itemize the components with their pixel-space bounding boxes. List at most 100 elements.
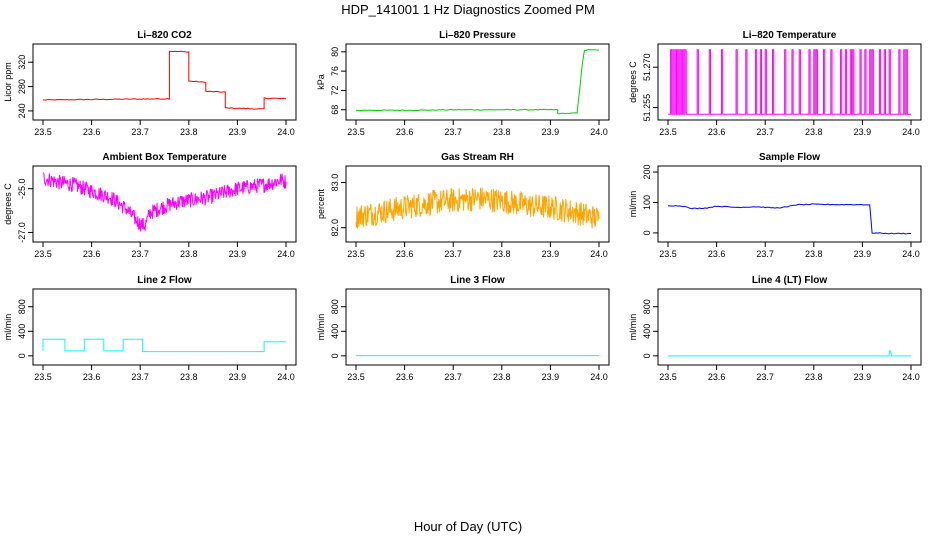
figure-x-axis-label: Hour of Day (UTC) <box>414 519 522 534</box>
x-tick-label: 24.0 <box>902 372 920 382</box>
figure-title: HDP_141001 1 Hz Diagnostics Zoomed PM <box>341 2 595 17</box>
panel-title: Gas Stream RH <box>441 152 514 163</box>
x-tick-label: 23.7 <box>756 249 774 259</box>
x-tick-label: 24.0 <box>277 372 295 382</box>
panel-grid: Li–820 CO2 23.5 23.6 23.7 23.8 23.9 24.0 240 280… <box>3 30 922 382</box>
x-tick-label: 23.6 <box>396 249 414 259</box>
x-tick-label: 23.6 <box>396 372 414 382</box>
y-axis-label: ml/min <box>628 191 638 218</box>
x-tick-label: 23.8 <box>493 249 511 259</box>
series-line <box>668 49 911 115</box>
y-tick-label: 800 <box>642 299 652 314</box>
x-tick-label: 23.6 <box>396 127 414 137</box>
x-tick-label: 23.7 <box>131 249 149 259</box>
plot-frame <box>32 165 297 243</box>
y-tick-label: 240 <box>17 103 27 118</box>
x-tick-label: 23.5 <box>347 127 365 137</box>
x-tick-label: 23.6 <box>83 249 101 259</box>
series-line <box>42 338 286 353</box>
y-tick-label: -27.0 <box>17 222 27 243</box>
chart-panel-6: Sample Flow 23.5 23.6 23.7 23.8 23.9 24.0 0 100 2… <box>628 152 922 259</box>
x-tick-label: 23.7 <box>131 127 149 137</box>
x-tick-label: 24.0 <box>277 127 295 137</box>
y-axis-label: degrees C <box>3 183 13 225</box>
plot-frame <box>32 43 297 121</box>
x-tick-label: 23.7 <box>756 372 774 382</box>
y-tick-label: 400 <box>17 324 27 339</box>
panel-title: Ambient Box Temperature <box>102 152 227 163</box>
plot-frame <box>345 165 610 243</box>
x-tick-label: 23.7 <box>444 372 462 382</box>
y-tick-label: 68 <box>330 105 340 115</box>
y-tick-label: 51.270 <box>642 53 652 81</box>
chart-panel-3: Li–820 Temperature 23.5 23.6 23.7 23.8 23.9 24… <box>628 30 922 137</box>
x-tick-label: 23.8 <box>493 127 511 137</box>
x-tick-label: 23.7 <box>444 127 462 137</box>
x-tick-label: 24.0 <box>590 249 608 259</box>
x-tick-label: 23.8 <box>805 372 823 382</box>
x-tick-label: 23.9 <box>542 249 560 259</box>
chart-panel-2: Li–820 Pressure 23.5 23.6 23.7 23.8 23.9 24.0 6… <box>316 30 610 137</box>
x-tick-label: 23.9 <box>542 127 560 137</box>
x-tick-label: 23.5 <box>347 249 365 259</box>
x-tick-label: 23.5 <box>347 372 365 382</box>
x-tick-label: 23.9 <box>229 127 247 137</box>
x-tick-label: 23.8 <box>180 249 198 259</box>
x-tick-label: 23.8 <box>493 372 511 382</box>
panel-title: Li–820 CO2 <box>137 30 192 41</box>
panel-title: Line 3 Flow <box>450 275 505 286</box>
x-tick-label: 23.9 <box>854 249 872 259</box>
x-tick-label: 23.5 <box>659 127 677 137</box>
series-line <box>42 172 287 232</box>
y-tick-label: 80 <box>330 47 340 57</box>
y-tick-label: 800 <box>17 299 27 314</box>
panel-title: Li–820 Pressure <box>439 30 516 41</box>
y-tick-label: 0 <box>17 353 27 358</box>
y-tick-label: 0 <box>330 353 340 358</box>
plot-frame <box>657 288 922 366</box>
panel-title: Line 4 (LT) Flow <box>752 275 828 286</box>
x-tick-label: 23.6 <box>83 127 101 137</box>
series-line <box>667 203 912 235</box>
x-tick-label: 23.6 <box>83 372 101 382</box>
plot-frame <box>657 43 922 121</box>
y-axis-label: ml/min <box>3 314 13 341</box>
y-tick-label: 0 <box>642 230 652 235</box>
x-tick-label: 23.9 <box>229 372 247 382</box>
series-line <box>355 187 600 229</box>
x-tick-label: 23.9 <box>854 372 872 382</box>
y-tick-label: 400 <box>642 324 652 339</box>
y-tick-label: -25.0 <box>17 178 27 199</box>
x-tick-label: 23.5 <box>34 372 52 382</box>
x-tick-label: 23.7 <box>444 249 462 259</box>
y-tick-label: 51.255 <box>642 94 652 122</box>
y-tick-label: 72 <box>330 85 340 95</box>
chart-panel-8: Line 3 Flow 23.5 23.6 23.7 23.8 23.9 24.0 0 400 8… <box>316 275 610 382</box>
chart-panel-1: Li–820 CO2 23.5 23.6 23.7 23.8 23.9 24.0 240 280… <box>3 30 297 137</box>
x-tick-label: 23.7 <box>131 372 149 382</box>
y-tick-label: 0 <box>642 353 652 358</box>
y-tick-label: 76 <box>330 66 340 76</box>
series-line <box>668 350 911 357</box>
y-axis-label: percent <box>316 188 326 219</box>
x-tick-label: 24.0 <box>277 249 295 259</box>
x-tick-label: 23.6 <box>708 249 726 259</box>
x-tick-label: 23.8 <box>805 249 823 259</box>
chart-panel-4: Ambient Box Temperature 23.5 23.6 23.7 23.8 2… <box>3 152 297 259</box>
plot-frame <box>32 288 297 366</box>
y-axis-label: degrees C <box>628 61 638 103</box>
y-axis-label: Licor ppm <box>3 62 13 102</box>
chart-panel-5: Gas Stream RH 23.5 23.6 23.7 23.8 23.9 24.0 82.… <box>316 152 610 259</box>
y-tick-label: 100 <box>642 195 652 210</box>
x-tick-label: 24.0 <box>902 127 920 137</box>
y-axis-label: kPa <box>316 74 326 90</box>
panel-title: Sample Flow <box>759 152 820 163</box>
y-tick-label: 200 <box>642 165 652 180</box>
x-tick-label: 23.9 <box>229 249 247 259</box>
x-tick-label: 23.6 <box>708 372 726 382</box>
plot-frame <box>345 43 610 121</box>
x-tick-label: 23.6 <box>708 127 726 137</box>
plot-frame <box>657 165 922 243</box>
x-tick-label: 23.8 <box>180 372 198 382</box>
